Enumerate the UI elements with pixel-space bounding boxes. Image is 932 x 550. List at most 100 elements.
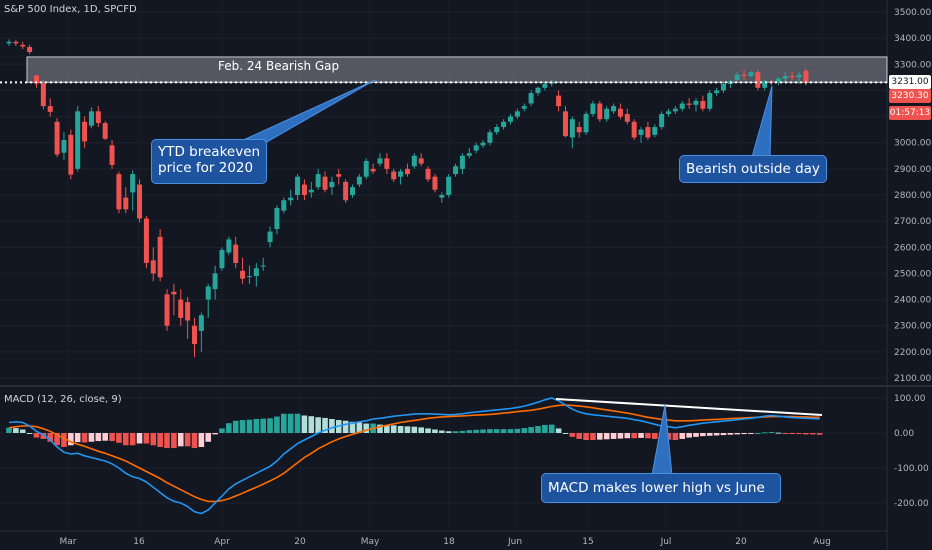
price-tick-label: 2600.00	[894, 243, 931, 253]
macd-hist-bar	[74, 433, 81, 443]
candle-body	[377, 158, 383, 164]
candle-body	[68, 134, 74, 175]
candle-body	[796, 74, 802, 78]
outside-day-callout: Bearish outside day	[679, 155, 827, 183]
macd-hist-bar	[356, 422, 363, 433]
price-candles	[6, 39, 809, 358]
candle-body	[178, 299, 184, 318]
macd-hist-bar	[583, 433, 589, 440]
candle-body	[480, 142, 486, 146]
macd-hist-bar	[157, 433, 163, 447]
macd-hist-bar	[439, 430, 445, 433]
macd-hist-bar	[480, 429, 486, 433]
macd-hist-bar	[129, 433, 136, 446]
macd-hist-bar	[116, 433, 122, 443]
macd-hist-bar	[466, 430, 473, 433]
macd-hist-bar	[651, 433, 658, 439]
macd-hist-bar	[542, 424, 548, 433]
candle-body	[205, 286, 211, 300]
candle-body	[755, 72, 761, 88]
macd-hist-bar	[610, 433, 617, 439]
macd-hist-bar	[136, 433, 143, 444]
candle-body	[562, 111, 568, 137]
price-tick-label: 2800.00	[894, 191, 931, 201]
candle-body	[617, 108, 623, 117]
candle-body	[82, 121, 88, 142]
macd-hist-bar	[521, 428, 528, 433]
breakeven-price-tag: 3231.00	[889, 75, 931, 89]
candle-body	[542, 83, 548, 88]
macd-hist-bar	[803, 433, 809, 435]
candle-body	[315, 174, 321, 188]
candle-body	[13, 41, 19, 44]
macd-hist-bar	[88, 433, 95, 442]
candle-body	[95, 111, 101, 124]
macd-hist-bar	[507, 429, 514, 433]
macd-hist-bar	[177, 433, 184, 447]
candle-body	[233, 244, 239, 263]
candle-body	[569, 119, 575, 138]
macd-hist-bar	[219, 428, 225, 433]
candle-body	[102, 123, 108, 139]
time-tick-label: Aug	[813, 537, 831, 547]
macd-hist-bar	[686, 433, 692, 438]
candle-body	[686, 103, 692, 105]
macd-hist-bar	[638, 433, 644, 438]
macd-hist-bar	[796, 433, 802, 435]
macd-hist-bar	[315, 417, 321, 433]
macd-hist-bar	[102, 433, 108, 441]
macd-hist-bar	[473, 429, 479, 433]
candle-body	[350, 187, 355, 195]
macd-hist-bar	[713, 433, 720, 436]
macd-hist-bar	[54, 433, 60, 446]
candle-body	[253, 268, 259, 277]
candle-body	[645, 127, 651, 138]
candle-body	[171, 291, 177, 295]
macd-hist-bar	[198, 433, 205, 447]
breakeven-callout-line1: YTD breakeven	[158, 144, 261, 160]
candle-body	[288, 197, 294, 201]
macd-hist-bar	[569, 433, 576, 437]
candle-body	[741, 74, 747, 77]
macd-hist-bar	[260, 418, 266, 433]
macd-hist-bar	[590, 433, 596, 440]
candle-body	[33, 75, 39, 84]
price-tick-label: 2200.00	[894, 348, 931, 358]
macd-hist-bar	[452, 431, 459, 433]
candle-body	[576, 127, 582, 133]
time-tick-label: 16	[133, 537, 145, 547]
macd-hist-bar	[727, 433, 734, 435]
candle-body	[212, 273, 218, 290]
candle-body	[590, 103, 596, 114]
macd-hist-bar	[397, 426, 404, 433]
macd-hist-bar	[700, 433, 706, 437]
macd-hist-bar	[755, 433, 761, 434]
macd-histogram	[6, 413, 823, 449]
macd-hist-bar	[741, 433, 747, 435]
candle-body	[720, 83, 726, 91]
macd-hist-bar	[287, 413, 294, 433]
macd-hist-bar	[308, 416, 315, 433]
symbol-title: S&P 500 Index, 1D, SPCFD	[4, 4, 137, 15]
candle-body	[734, 74, 740, 80]
candle-body	[226, 239, 232, 253]
candle-body	[75, 111, 81, 169]
candle-body	[611, 106, 617, 112]
macd-hist-bar	[390, 425, 397, 433]
candle-body	[638, 129, 644, 135]
candle-body	[748, 72, 754, 77]
macd-hist-bar	[342, 420, 349, 433]
candle-body	[556, 95, 562, 107]
candle-body	[707, 93, 713, 109]
candle-body	[473, 145, 479, 151]
candle-body	[329, 181, 335, 188]
candle-body	[782, 76, 788, 79]
macd-hist-bar	[40, 433, 47, 439]
annotation-pointers	[227, 79, 823, 476]
candle-body	[714, 90, 720, 94]
macd-hist-bar	[68, 433, 74, 446]
candle-body	[693, 100, 699, 105]
macd-hist-bar	[782, 433, 789, 434]
macd-hist-bar	[281, 413, 287, 433]
